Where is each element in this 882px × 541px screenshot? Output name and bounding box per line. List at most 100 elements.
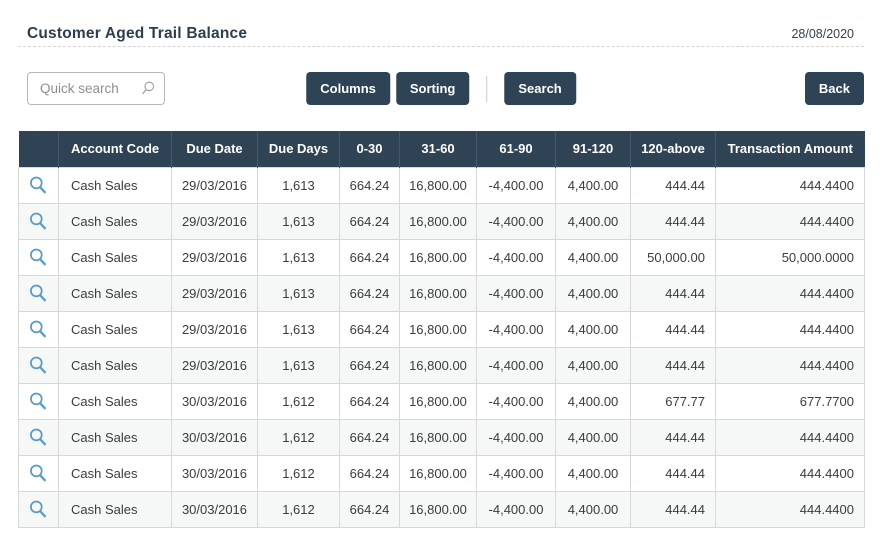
table-row: Cash Sales 29/03/2016 1,613 664.24 16,800.00…: [18, 238, 865, 276]
cell-c31-60: 16,800.00: [399, 166, 477, 204]
magnifier-icon: [28, 320, 49, 338]
cell-due-date: 30/03/2016: [171, 382, 258, 420]
cell-c91-120: 4,400.00: [555, 454, 631, 492]
cell-due-days: 1,613: [257, 238, 340, 276]
page-title: Customer Aged Trail Balance: [27, 24, 248, 42]
cell-c31-60: 16,800.00: [399, 310, 477, 348]
cell-due-days: 1,613: [257, 346, 340, 384]
cell-due-date: 29/03/2016: [171, 310, 258, 348]
cell-due-days: 1,613: [257, 274, 340, 312]
cell-c31-60: 16,800.00: [399, 238, 477, 276]
cell-c61-90: -4,400.00: [476, 202, 556, 240]
row-view-button[interactable]: [18, 310, 59, 348]
cell-transaction-amount: 677.7700: [715, 382, 865, 420]
cell-transaction-amount: 444.4400: [715, 490, 865, 528]
cell-c61-90: -4,400.00: [476, 238, 556, 276]
row-view-button[interactable]: [18, 346, 59, 384]
cell-c120-above: 444.44: [630, 490, 716, 528]
cell-due-date: 30/03/2016: [171, 418, 258, 456]
cell-c31-60: 16,800.00: [399, 418, 477, 456]
cell-c31-60: 16,800.00: [399, 382, 477, 420]
cell-due-days: 1,612: [257, 490, 340, 528]
table-header-row: Account Code Due Date Due Days 0-30 31-6…: [18, 131, 865, 167]
cell-due-days: 1,613: [257, 310, 340, 348]
header-divider: [18, 46, 864, 47]
cell-account-code: Cash Sales: [58, 202, 172, 240]
cell-c31-60: 16,800.00: [399, 274, 477, 312]
row-view-button[interactable]: [18, 238, 59, 276]
cell-c61-90: -4,400.00: [476, 274, 556, 312]
cell-c31-60: 16,800.00: [399, 202, 477, 240]
cell-account-code: Cash Sales: [58, 166, 172, 204]
table-row: Cash Sales 29/03/2016 1,613 664.24 16,800.00…: [18, 202, 865, 240]
row-view-button[interactable]: [18, 202, 59, 240]
row-view-button[interactable]: [18, 166, 59, 204]
magnifier-icon: [28, 284, 49, 302]
header-0-30: 0-30: [339, 131, 400, 167]
page-header: Customer Aged Trail Balance 28/08/2020: [18, 0, 864, 46]
report-page: Customer Aged Trail Balance 28/08/2020 C…: [18, 0, 865, 528]
cell-c120-above: 444.44: [630, 346, 716, 384]
cell-transaction-amount: 444.4400: [715, 346, 865, 384]
magnifier-icon: [28, 392, 49, 410]
cell-c91-120: 4,400.00: [555, 238, 631, 276]
cell-due-date: 29/03/2016: [171, 346, 258, 384]
cell-account-code: Cash Sales: [58, 490, 172, 528]
header-due-date: Due Date: [171, 131, 258, 167]
header-icon-col: [18, 131, 59, 167]
cell-transaction-amount: 444.4400: [715, 418, 865, 456]
cell-c91-120: 4,400.00: [555, 418, 631, 456]
cell-c91-120: 4,400.00: [555, 166, 631, 204]
cell-c120-above: 444.44: [630, 310, 716, 348]
row-view-button[interactable]: [18, 382, 59, 420]
cell-due-date: 29/03/2016: [171, 238, 258, 276]
cell-c120-above: 677.77: [630, 382, 716, 420]
table-row: Cash Sales 29/03/2016 1,613 664.24 16,800.00…: [18, 274, 865, 312]
cell-c91-120: 4,400.00: [555, 310, 631, 348]
cell-c31-60: 16,800.00: [399, 490, 477, 528]
row-view-button[interactable]: [18, 490, 59, 528]
cell-c0-30: 664.24: [339, 418, 400, 456]
cell-c120-above: 444.44: [630, 274, 716, 312]
cell-c61-90: -4,400.00: [476, 346, 556, 384]
cell-c91-120: 4,400.00: [555, 490, 631, 528]
row-view-button[interactable]: [18, 454, 59, 492]
cell-c120-above: 444.44: [630, 454, 716, 492]
cell-c120-above: 444.44: [630, 202, 716, 240]
table-body: Cash Sales 29/03/2016 1,613 664.24 16,800.00…: [18, 166, 865, 528]
cell-due-days: 1,612: [257, 382, 340, 420]
cell-c91-120: 4,400.00: [555, 346, 631, 384]
header-transaction-amount: Transaction Amount: [715, 131, 865, 167]
cell-due-date: 29/03/2016: [171, 202, 258, 240]
quick-search-input[interactable]: [27, 72, 165, 105]
table-row: Cash Sales 29/03/2016 1,613 664.24 16,800.00…: [18, 166, 865, 204]
cell-transaction-amount: 50,000.0000: [715, 238, 865, 276]
toolbar-divider: [486, 75, 488, 102]
row-view-button[interactable]: [18, 418, 59, 456]
cell-account-code: Cash Sales: [58, 310, 172, 348]
columns-button[interactable]: Columns: [306, 72, 390, 105]
cell-c0-30: 664.24: [339, 454, 400, 492]
cell-c91-120: 4,400.00: [555, 382, 631, 420]
back-wrap: Back: [804, 72, 864, 105]
table-row: Cash Sales 29/03/2016 1,613 664.24 16,800.00…: [18, 310, 865, 348]
sorting-button[interactable]: Sorting: [395, 72, 470, 105]
magnifier-icon: [28, 176, 49, 194]
cell-c61-90: -4,400.00: [476, 490, 556, 528]
toolbar-center-group: Columns Sorting Search: [306, 72, 576, 105]
cell-c0-30: 664.24: [339, 490, 400, 528]
search-button[interactable]: Search: [504, 72, 576, 105]
quick-search-wrap: [27, 72, 165, 105]
cell-due-days: 1,613: [257, 166, 340, 204]
report-date: 28/08/2020: [791, 26, 854, 41]
table-row: Cash Sales 30/03/2016 1,612 664.24 16,800.00…: [18, 490, 865, 528]
cell-account-code: Cash Sales: [58, 274, 172, 312]
back-button[interactable]: Back: [804, 72, 864, 105]
cell-c0-30: 664.24: [339, 346, 400, 384]
header-due-days: Due Days: [257, 131, 340, 167]
magnifier-icon: [28, 428, 49, 446]
cell-c61-90: -4,400.00: [476, 166, 556, 204]
magnifier-icon: [28, 464, 49, 482]
cell-account-code: Cash Sales: [58, 346, 172, 384]
row-view-button[interactable]: [18, 274, 59, 312]
